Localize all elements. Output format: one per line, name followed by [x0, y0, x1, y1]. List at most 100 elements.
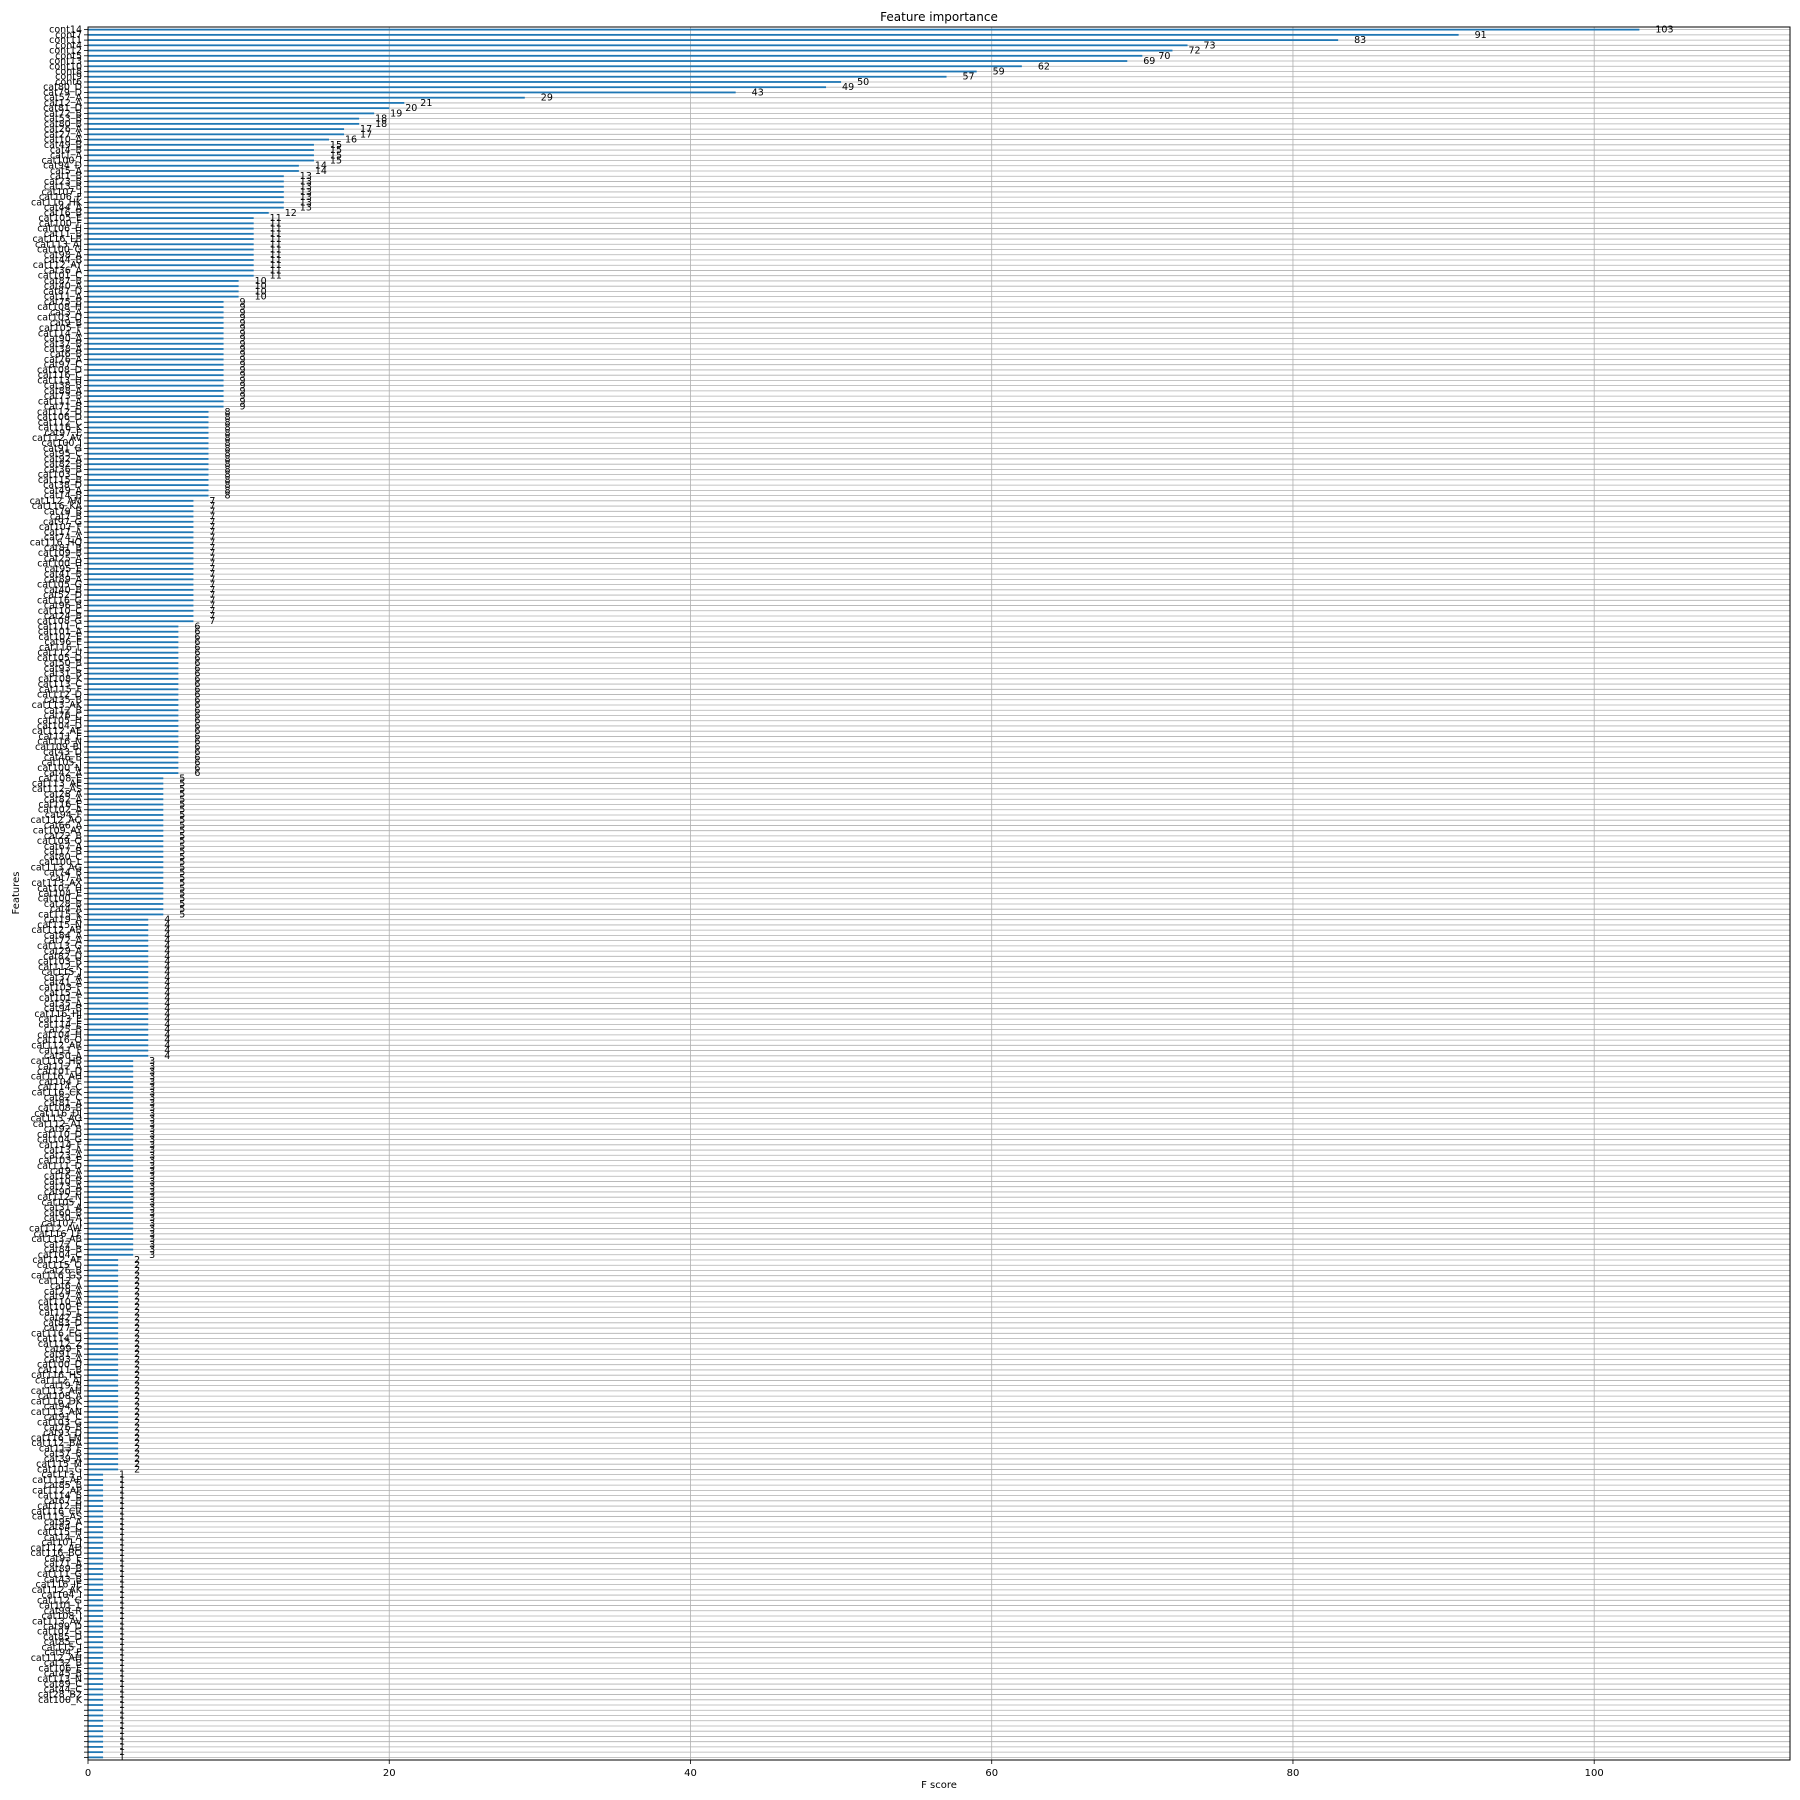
bar [88, 798, 164, 801]
bar [88, 75, 947, 78]
y-tick-label: cat81_A [44, 1098, 83, 1109]
data-label: 6 [194, 700, 200, 711]
y-tick-label: cat116_AH [31, 1072, 82, 1083]
data-label: 3 [149, 1224, 155, 1235]
bar [88, 1342, 119, 1345]
bar [88, 211, 269, 214]
bar [88, 1499, 104, 1502]
bar [88, 1389, 119, 1392]
y-tick-label: cat49_B [44, 140, 82, 151]
data-label: 2 [134, 1255, 140, 1266]
data-label: 9 [240, 375, 246, 386]
bar [88, 609, 194, 612]
y-tick-label: cat112_AB [31, 925, 82, 936]
data-label: 12 [285, 208, 297, 219]
y-tick-label: cat107_J [42, 187, 82, 198]
y-tick-label: cat50_B [44, 658, 82, 669]
data-label: 9 [240, 396, 246, 407]
data-label: 1 [119, 1658, 125, 1669]
data-label: 3 [149, 1182, 155, 1193]
y-tick-label: cat100_H [37, 559, 82, 570]
y-tick-label: cat103_F [39, 983, 82, 994]
bar [88, 133, 345, 136]
data-label: 2 [134, 1417, 140, 1428]
bar [88, 1458, 119, 1460]
bar [88, 494, 209, 497]
data-label: 62 [1038, 61, 1050, 72]
bar [88, 1620, 104, 1623]
y-tick-label: cat112_AH [31, 1653, 82, 1664]
x-tick-label: 100 [1585, 1768, 1604, 1779]
bar [88, 400, 224, 403]
y-tick-label: cat79_D [43, 87, 82, 98]
bar [88, 227, 254, 230]
bar [88, 1688, 104, 1691]
y-tick-label: cat100_G [37, 245, 82, 256]
bar [88, 1693, 104, 1696]
y-tick-label: cat106_E [38, 1663, 82, 1674]
y-tick-label: cat112_AW [29, 1224, 83, 1235]
y-tick-label: cat112_AJ [35, 1375, 82, 1386]
data-label: 5 [179, 784, 185, 795]
y-tick-label: cat84_A [44, 930, 83, 941]
data-label: 11 [270, 265, 282, 276]
data-label: 5 [179, 815, 185, 826]
y-tick-label: cat12_A [44, 98, 83, 109]
data-label: 2 [134, 1438, 140, 1449]
bar [88, 1583, 104, 1586]
data-label: 6 [194, 684, 200, 695]
y-tick-label: cat112_A [38, 1061, 83, 1072]
y-tick-label: cat74_B [44, 868, 82, 879]
data-label: 3 [149, 1135, 155, 1146]
bar [88, 965, 149, 968]
bar [88, 442, 209, 445]
data-label: 13 [300, 171, 312, 182]
data-label: 4 [164, 941, 170, 952]
bar [88, 1489, 104, 1492]
bar [88, 39, 1339, 41]
data-label: 7 [209, 559, 215, 570]
x-tick-label: 0 [85, 1768, 91, 1779]
bar [88, 122, 360, 125]
gridlines [87, 27, 1790, 1760]
bar [88, 1594, 104, 1596]
y-tick-label: cat13_A [44, 1145, 83, 1156]
bar [88, 1112, 134, 1115]
y-tick-label: cat113_AB [31, 1234, 82, 1245]
bar [88, 138, 329, 141]
y-tick-label: cat101_F [39, 993, 82, 1004]
bar [88, 620, 194, 623]
data-label: 7 [209, 574, 215, 585]
bar [88, 1510, 104, 1513]
y-tick-label: cat41_B [44, 569, 82, 580]
bar [88, 641, 179, 644]
bar [88, 803, 164, 806]
data-label: 18 [375, 119, 387, 130]
y-tick-label: cat115_L [39, 1307, 83, 1318]
data-label: 4 [164, 1046, 170, 1057]
data-label: 5 [179, 789, 185, 800]
bar [88, 1128, 134, 1131]
y-tick-label: cat107_H [37, 883, 82, 894]
data-label: 1 [119, 1480, 125, 1491]
bar [88, 102, 405, 104]
y-tick-label: cat44_B [44, 255, 82, 266]
bar [88, 1636, 104, 1638]
bar [88, 86, 827, 89]
data-label: 7 [209, 590, 215, 601]
y-tick-label: cat108_K [38, 674, 83, 685]
data-label: 3 [149, 1108, 155, 1119]
y-tick-label: cat79_B [44, 506, 82, 517]
bar [88, 1531, 104, 1534]
data-label: 11 [270, 245, 282, 256]
data-label: 7 [209, 601, 215, 612]
y-tick-label: cat113_AV [32, 1616, 83, 1627]
y-tick-label: cat113_AP [32, 1475, 82, 1486]
bar [88, 908, 164, 911]
y-tick-label: cat112_AR [31, 1040, 82, 1051]
y-tick-label: cat81_B [44, 543, 82, 554]
y-tick-label: cat35_B [44, 695, 82, 706]
bar [88, 1484, 104, 1487]
data-label: 1 [119, 1679, 125, 1690]
y-tick-label: cat106_H [37, 224, 82, 235]
